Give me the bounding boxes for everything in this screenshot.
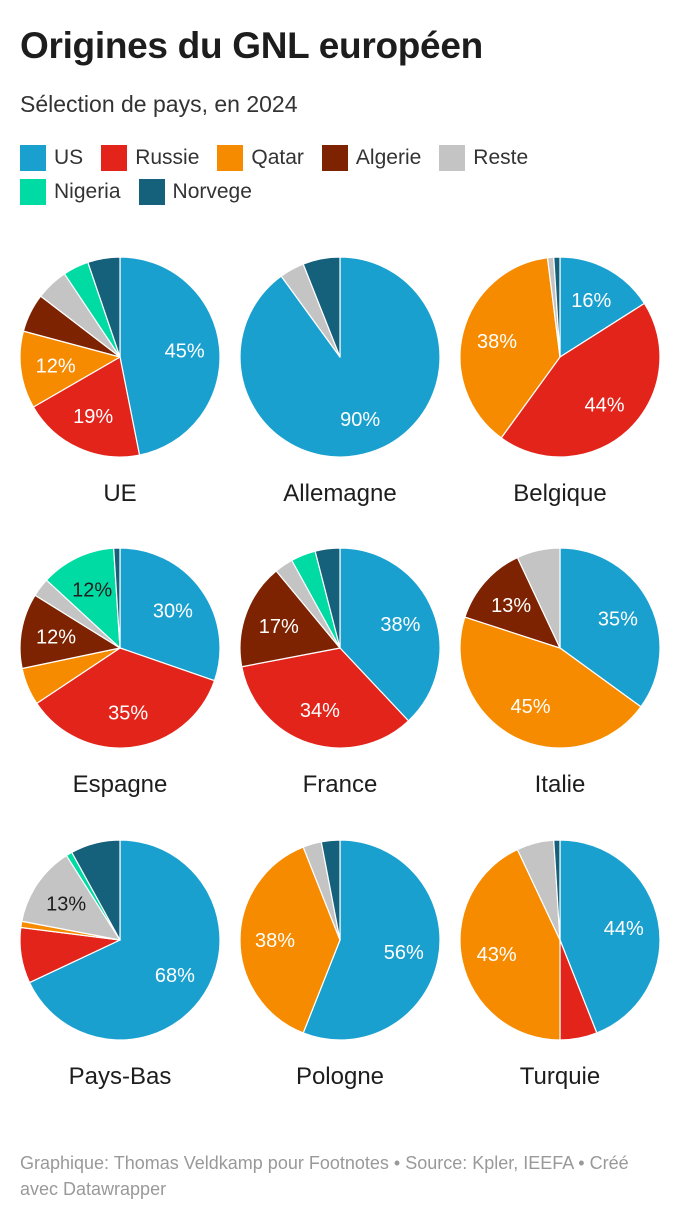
pie-slice-norvege: [553, 839, 561, 941]
pie-chart: 56% 38% Pologne: [239, 839, 441, 1090]
pie-slice-norvege: [87, 256, 121, 358]
slice-label: 45%: [510, 696, 550, 718]
legend-label: Norvege: [172, 180, 252, 203]
legend-label: Algerie: [355, 146, 422, 169]
legend-item: Nigeria: [20, 179, 121, 205]
pie-slice-us: [119, 256, 221, 456]
slice-label: 13%: [46, 894, 86, 916]
slice-label: 56%: [384, 942, 424, 964]
slice-label: 45%: [165, 341, 205, 363]
pie-slice-algerie: [239, 570, 341, 668]
slice-label: 16%: [571, 290, 611, 312]
slice-label: 34%: [300, 700, 340, 722]
pie-slice-algerie: [464, 556, 561, 649]
pie-slice-norvege: [320, 839, 341, 941]
slice-label: 43%: [477, 944, 517, 966]
pie-slice-reste: [516, 547, 561, 649]
pie-title: Pays-Bas: [69, 1063, 172, 1090]
pie-slice-norvege: [71, 839, 121, 941]
pie-chart: 16% 44% 38% Belgique: [459, 256, 661, 507]
chart-title: Origines du GNL européen: [20, 25, 483, 66]
slice-label: 12%: [72, 579, 112, 601]
slice-label: 68%: [155, 965, 195, 987]
legend-label: Russie: [135, 146, 200, 169]
legend-item: US: [20, 145, 83, 171]
pie-slice-qatar: [459, 257, 561, 439]
slice-label: 30%: [153, 600, 193, 622]
pie-chart: 44% 43% Turquie: [459, 839, 661, 1090]
pie-chart: 35% 45% 13% Italie: [459, 547, 661, 798]
pie-slice-norvege: [553, 256, 561, 358]
pie-charts: 45% 19% 12% UE 90% Allemagne 16% 44% 38% Belgique…: [19, 256, 661, 1090]
slice-label: 13%: [491, 595, 531, 617]
pie-title: France: [303, 771, 378, 798]
legend-swatch: [101, 145, 128, 171]
pie-title: Pologne: [296, 1063, 384, 1090]
pie-title: Turquie: [520, 1063, 600, 1090]
legend-label: Nigeria: [54, 180, 121, 203]
pie-title: Allemagne: [283, 480, 396, 507]
pie-slice-russie: [32, 356, 141, 458]
chart-subtitle: Sélection de pays, en 2024: [20, 91, 298, 117]
pie-title: UE: [103, 480, 136, 507]
slice-label: 17%: [259, 616, 299, 638]
pie-chart: 30% 35% 12% 12% Espagne: [19, 547, 221, 798]
slice-label: 44%: [604, 918, 644, 940]
pie-slice-qatar: [19, 330, 121, 408]
pie-slice-qatar: [459, 848, 561, 1041]
pie-slice-russie: [241, 647, 410, 749]
legend: US Russie Qatar Algerie Reste Nigeria Norvege: [20, 145, 620, 205]
slice-label: 90%: [340, 409, 380, 431]
pie-slice-us: [559, 839, 661, 1034]
pie-chart: 38% 34% 17% France: [239, 547, 441, 798]
pie-slice-us: [559, 547, 661, 708]
legend-label: US: [54, 146, 84, 169]
legend-label: Qatar: [251, 146, 304, 169]
pie-slice-norvege: [314, 547, 341, 649]
pie-slice-us: [28, 839, 221, 1041]
legend-swatch: [138, 179, 165, 205]
pie-slice-us: [339, 547, 441, 722]
slice-label: 35%: [598, 609, 638, 631]
pie-slice-us: [119, 547, 221, 682]
pie-slice-us: [559, 256, 646, 358]
legend-swatch: [217, 145, 244, 171]
legend-swatch: [20, 179, 46, 205]
pie-slice-norvege: [302, 256, 341, 358]
legend-item: Qatar: [217, 145, 304, 171]
legend-item: Algerie: [321, 145, 422, 171]
pie-chart: 45% 19% 12% UE: [19, 256, 221, 507]
pie-slice-norvege: [113, 547, 121, 649]
pie-title: Espagne: [73, 771, 168, 798]
pie-chart: 68% 13% Pays-Bas: [19, 839, 221, 1090]
pie-slice-reste: [21, 854, 121, 941]
pie-chart: 90% Allemagne: [239, 256, 441, 507]
legend-item: Russie: [101, 145, 199, 171]
pie-slice-qatar: [239, 846, 341, 1034]
slice-label: 35%: [108, 703, 148, 725]
slice-label: 12%: [36, 356, 76, 378]
pie-slice-us: [302, 839, 441, 1041]
pie-slice-russie: [36, 647, 216, 749]
legend-swatch: [321, 145, 348, 171]
slice-label: 38%: [255, 930, 295, 952]
slice-label: 12%: [36, 627, 76, 649]
pie-slice-nigeria: [45, 547, 121, 649]
pie-title: Belgique: [513, 480, 606, 507]
slice-label: 38%: [477, 331, 517, 353]
footer-credits: Graphique: Thomas Veldkamp pour Footnote…: [20, 1153, 629, 1199]
legend-swatch: [439, 145, 466, 171]
slice-label: 38%: [380, 614, 420, 636]
pie-slice-qatar: [459, 616, 642, 749]
legend-item: Reste: [439, 145, 528, 171]
pie-slice-russie: [500, 302, 661, 458]
legend-item: Norvege: [138, 179, 252, 205]
slice-label: 19%: [73, 406, 113, 428]
pie-slice-algerie: [19, 594, 121, 670]
legend-label: Reste: [473, 146, 529, 169]
legend-swatch: [20, 145, 46, 171]
pie-title: Italie: [535, 771, 586, 798]
slice-label: 44%: [584, 394, 624, 416]
